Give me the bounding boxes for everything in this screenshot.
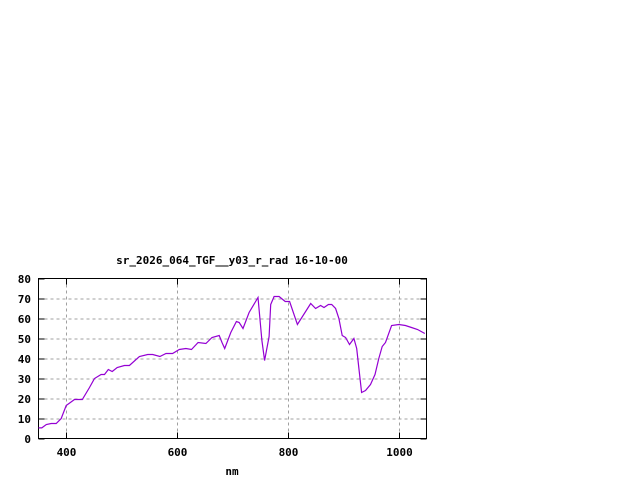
y-tick-label: 80 (18, 273, 31, 286)
y-tick-label: 30 (18, 373, 31, 386)
ticks: 0 10 20 30 40 50 60 70 80 400 600 800 1000 (18, 273, 427, 459)
spectrum-line (38, 295, 426, 429)
y-tick-label: 70 (18, 293, 31, 306)
x-tick-label: 800 (279, 446, 299, 459)
grid-lines (38, 278, 427, 439)
x-tick-label: 1000 (386, 446, 413, 459)
series (38, 295, 426, 429)
y-tick-label: 20 (18, 393, 31, 406)
y-tick-label: 60 (18, 313, 31, 326)
chart-title: sr_2026_064_TGF__y03_r_rad 16-10-00 (116, 254, 348, 267)
x-tick-label: 400 (57, 446, 77, 459)
y-tick-label: 10 (18, 413, 31, 426)
x-axis-label: nm (225, 465, 239, 478)
y-tick-label: 0 (24, 433, 31, 446)
y-tick-label: 50 (18, 333, 31, 346)
x-tick-label: 600 (168, 446, 188, 459)
y-tick-label: 40 (18, 353, 31, 366)
